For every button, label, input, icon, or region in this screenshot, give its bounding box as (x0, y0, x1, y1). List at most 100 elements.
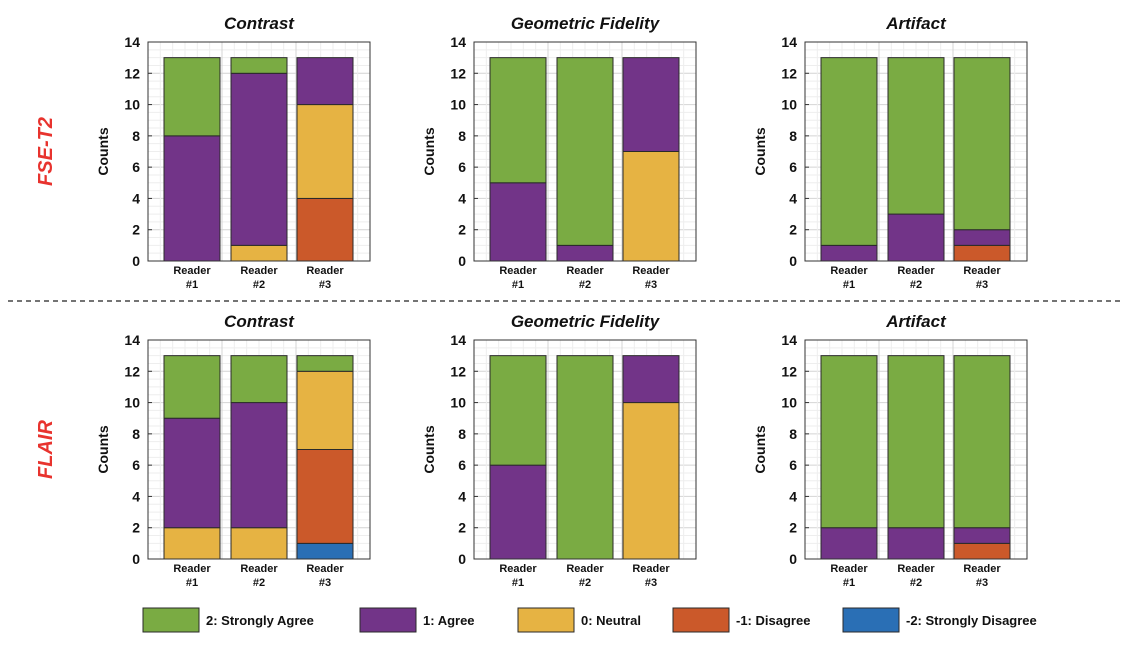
bar-segment-reader-1-2-strongly-agree (489, 355, 547, 466)
bar-segment-reader-2-1-agree (556, 244, 614, 262)
x-tick-label: Reader #1 (173, 563, 211, 589)
row-label-flair: FLAIR (35, 420, 57, 479)
x-tick-label: Reader #1 (173, 265, 211, 291)
x-tick-label: Reader #3 (306, 563, 344, 589)
x-tick-label: Reader #2 (897, 563, 935, 589)
axes-box (804, 41, 1028, 262)
y-axis-label: Counts (421, 127, 437, 175)
legend-swatch-d (672, 607, 730, 633)
x-tick-label: Reader #3 (306, 265, 344, 291)
x-tick-label: Reader #1 (830, 563, 868, 589)
y-tick-label: 4 (789, 190, 797, 206)
bar-segment-reader-3-1-disagree (953, 542, 1011, 560)
y-tick-label: 8 (458, 426, 466, 442)
y-tick-label: 10 (781, 395, 797, 411)
bar-segment-reader-1-1-agree (163, 135, 221, 262)
y-tick-label: 6 (789, 457, 797, 473)
bar-segment-reader-2-2-strongly-agree (230, 355, 288, 404)
bar-segment-reader-1-2-strongly-agree (489, 57, 547, 184)
x-tick-label: Reader #2 (566, 563, 604, 589)
bar-segment-reader-3-2-strongly-disagree (296, 542, 354, 560)
bar-segment-reader-3-0-neutral (296, 104, 354, 199)
bar-segment-reader-2-0-neutral (230, 527, 288, 560)
bar-segment-reader-3-2-strongly-agree (296, 355, 354, 372)
y-tick-label: 4 (458, 488, 466, 504)
legend-swatch-sd (842, 607, 900, 633)
bar-segment-reader-3-1-disagree (953, 244, 1011, 262)
bar-segment-reader-3-0-neutral (296, 370, 354, 450)
bar-segment-reader-1-1-agree (489, 182, 547, 262)
axes-box (804, 339, 1028, 560)
x-tick-label: Reader #3 (632, 563, 670, 589)
y-axis-label: Counts (95, 425, 111, 473)
bar-segment-reader-3-2-strongly-agree (953, 57, 1011, 231)
x-tick-label: Reader #2 (240, 563, 278, 589)
y-tick-label: 2 (789, 222, 797, 238)
y-tick-label: 6 (132, 159, 140, 175)
y-tick-label: 2 (132, 520, 140, 536)
x-tick-label: Reader #2 (240, 265, 278, 291)
y-tick-label: 12 (124, 65, 140, 81)
y-tick-label: 0 (789, 551, 797, 567)
bar-segment-reader-3-1-agree (622, 355, 680, 404)
y-tick-label: 0 (789, 253, 797, 269)
bar-segment-reader-1-2-strongly-agree (163, 57, 221, 137)
y-tick-label: 0 (132, 253, 140, 269)
axes-box (147, 41, 371, 262)
y-tick-label: 10 (124, 97, 140, 113)
y-tick-label: 8 (789, 426, 797, 442)
y-tick-label: 14 (124, 332, 140, 348)
bar-segment-reader-3-1-agree (622, 57, 680, 152)
x-tick-label: Reader #1 (499, 265, 537, 291)
legend-label-d: -1: Disagree (736, 613, 810, 628)
legend-label-n: 0: Neutral (581, 613, 641, 628)
y-tick-label: 10 (450, 97, 466, 113)
x-tick-label: Reader #1 (830, 265, 868, 291)
y-tick-label: 14 (781, 332, 797, 348)
y-tick-label: 12 (781, 65, 797, 81)
x-tick-label: Reader #2 (566, 265, 604, 291)
y-tick-label: 14 (124, 34, 140, 50)
bar-segment-reader-3-1-agree (953, 527, 1011, 544)
bar-segment-reader-1-2-strongly-agree (163, 355, 221, 419)
bar-segment-reader-2-1-agree (887, 213, 945, 262)
x-tick-label: Reader #1 (499, 563, 537, 589)
bar-segment-reader-2-2-strongly-agree (556, 57, 614, 246)
y-tick-label: 8 (458, 128, 466, 144)
y-tick-label: 6 (789, 159, 797, 175)
y-tick-label: 10 (124, 395, 140, 411)
bar-segment-reader-1-2-strongly-agree (820, 57, 878, 246)
panel-title: Contrast (224, 14, 295, 33)
bar-segment-reader-2-0-neutral (230, 244, 288, 262)
bar-segment-reader-1-1-agree (820, 527, 878, 560)
y-tick-label: 8 (789, 128, 797, 144)
legend-swatch-sa (142, 607, 200, 633)
y-tick-label: 2 (458, 222, 466, 238)
legend-swatch-n (517, 607, 575, 633)
panel-flair-contrast: 0 2 4 6 8 10 12 14 Counts Contrast Reader #1 Reader #… (95, 312, 371, 589)
bar-segment-reader-2-1-agree (230, 72, 288, 246)
x-tick-label: Reader #3 (963, 563, 1001, 589)
y-tick-label: 8 (132, 426, 140, 442)
y-tick-label: 2 (132, 222, 140, 238)
bar-segment-reader-2-2-strongly-agree (556, 355, 614, 560)
y-tick-label: 0 (458, 253, 466, 269)
axes-box (147, 339, 371, 560)
x-tick-label: Reader #3 (963, 265, 1001, 291)
y-tick-label: 0 (132, 551, 140, 567)
bar-segment-reader-3-2-strongly-agree (953, 355, 1011, 529)
bar-segment-reader-1-2-strongly-agree (820, 355, 878, 529)
y-tick-label: 8 (132, 128, 140, 144)
bar-segment-reader-3-1-disagree (296, 449, 354, 544)
y-tick-label: 4 (458, 190, 466, 206)
panel-fse-t2-contrast: 0 2 4 6 8 10 12 14 Counts Contrast Reader #1 Reader #… (95, 14, 371, 291)
panel-fse-t2-geometric-fidelity: 0 2 4 6 8 10 12 14 Counts Geometric Fidelity Reade… (421, 14, 697, 291)
y-tick-label: 12 (781, 363, 797, 379)
panel-flair-artifact: 0 2 4 6 8 10 12 14 Counts Artifact Reader #1 Reader #… (752, 312, 1028, 589)
bar-segment-reader-2-2-strongly-agree (887, 355, 945, 529)
bar-segment-reader-1-0-neutral (163, 527, 221, 560)
axes-box (473, 41, 697, 262)
legend-swatch-a (359, 607, 417, 633)
y-tick-label: 10 (781, 97, 797, 113)
